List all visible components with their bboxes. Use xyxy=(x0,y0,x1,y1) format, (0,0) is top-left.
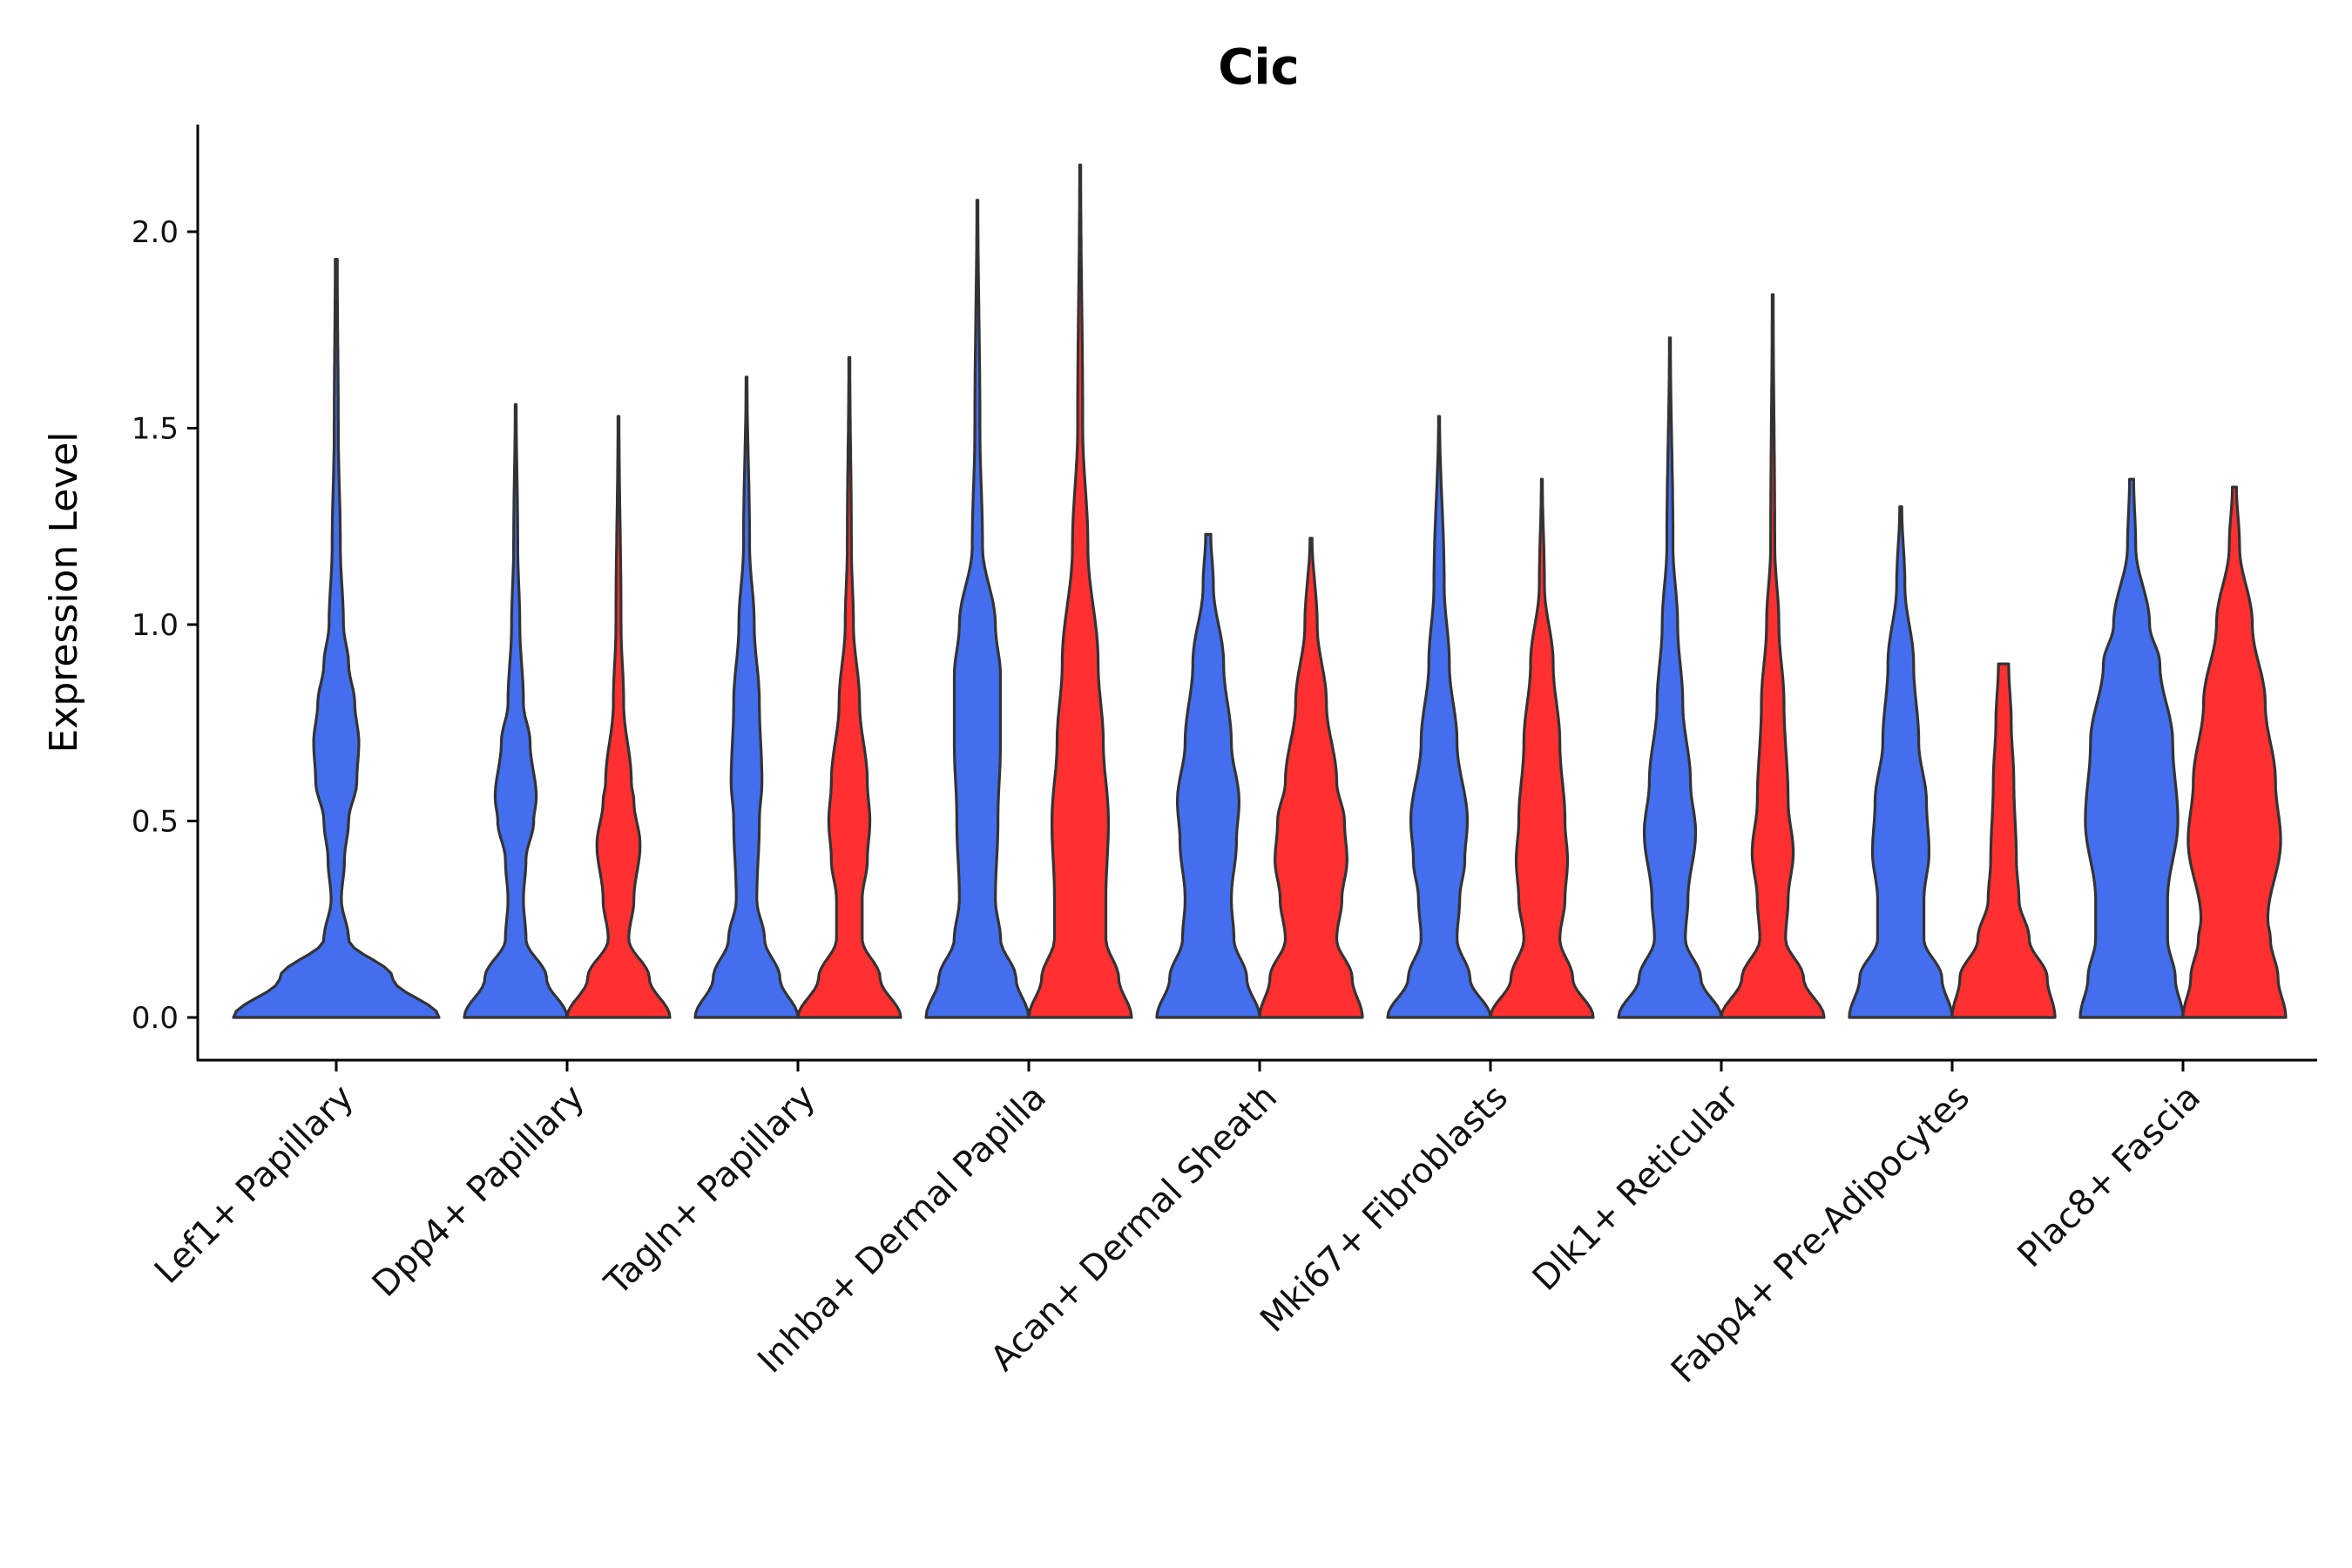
violin-red-8 xyxy=(2181,485,2288,1019)
violin-red-6 xyxy=(1720,293,1826,1019)
x-ticks: Lef1+ Papillary Dpp4+ Papillary Tagln+ Pap… xyxy=(147,1060,2208,1391)
violin-blue-6 xyxy=(1617,336,1723,1019)
y-tick-label: 0.5 xyxy=(132,805,179,840)
violin-red-4 xyxy=(1258,537,1364,1019)
x-tick-label: Dlk1+ Reticular xyxy=(1525,1077,1747,1299)
x-tick-label: Dpp4+ Papillary xyxy=(365,1078,592,1305)
violin-blue-8 xyxy=(2078,477,2185,1019)
violin-blue-1 xyxy=(463,402,569,1019)
violin-red-1 xyxy=(565,415,672,1019)
y-tick-label: 1.5 xyxy=(132,412,179,447)
chart-title: Cic xyxy=(1218,39,1300,96)
x-tick-label: Lef1+ Papillary xyxy=(147,1078,362,1292)
y-tick-label: 1.0 xyxy=(132,608,179,643)
x-tick-label: Tagln+ Papillary xyxy=(597,1078,823,1304)
violin-red-2 xyxy=(796,355,902,1019)
violin-red-5 xyxy=(1489,477,1595,1019)
violins-layer xyxy=(232,163,2288,1019)
y-axis-title: Expression Level xyxy=(42,432,86,754)
x-tick-label: Plac8+ Fascia xyxy=(2011,1078,2209,1276)
x-tick-label: Mki67+ Fibroblasts xyxy=(1253,1078,1516,1341)
violin-blue-2 xyxy=(693,375,800,1019)
y-ticks: 0.0 0.5 1.0 1.5 2.0 xyxy=(132,215,198,1036)
violin-blue-4 xyxy=(1155,532,1261,1019)
violin-blue-7 xyxy=(1848,505,1954,1019)
violin-red-7 xyxy=(1950,662,2057,1019)
violin-blue-5 xyxy=(1386,415,1492,1019)
violin-blue-3 xyxy=(924,199,1031,1019)
violin-blue-0 xyxy=(232,258,441,1019)
y-tick-label: 2.0 xyxy=(132,215,179,250)
violin-red-3 xyxy=(1027,163,1133,1019)
y-tick-label: 0.0 xyxy=(132,1001,179,1036)
